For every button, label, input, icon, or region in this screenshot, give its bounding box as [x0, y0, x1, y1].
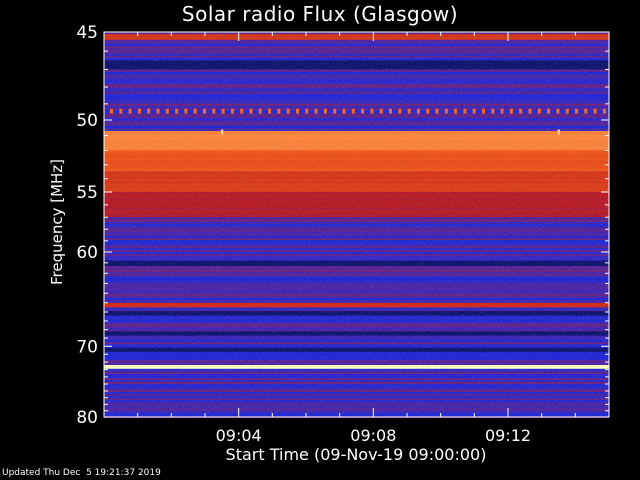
- x-axis: 09:04 09:08 09:12: [137, 32, 576, 445]
- y-tick-label: 50: [76, 111, 98, 131]
- y-tick-label: 60: [76, 243, 98, 263]
- x-tick-label: 09:04: [216, 426, 262, 445]
- y-tick-label: 70: [76, 337, 98, 357]
- x-tick-label: 09:08: [350, 426, 396, 445]
- chart-title: Solar radio Flux (Glasgow): [181, 2, 459, 26]
- x-axis-label: Start Time (09-Nov-19 09:00:00): [225, 445, 487, 464]
- y-tick-label: 45: [76, 23, 98, 43]
- y-axis-label: Frequency [MHz]: [48, 158, 66, 286]
- y-axis: 45 50 55 60 70 80: [76, 23, 609, 428]
- updated-timestamp: Updated Thu Dec 5 19:21:37 2019: [2, 468, 161, 478]
- plot-frame: [103, 31, 610, 418]
- y-tick-label: 80: [76, 408, 98, 428]
- y-tick-label: 55: [76, 183, 98, 203]
- noise-texture: [104, 32, 609, 417]
- x-tick-label: 09:12: [485, 426, 531, 445]
